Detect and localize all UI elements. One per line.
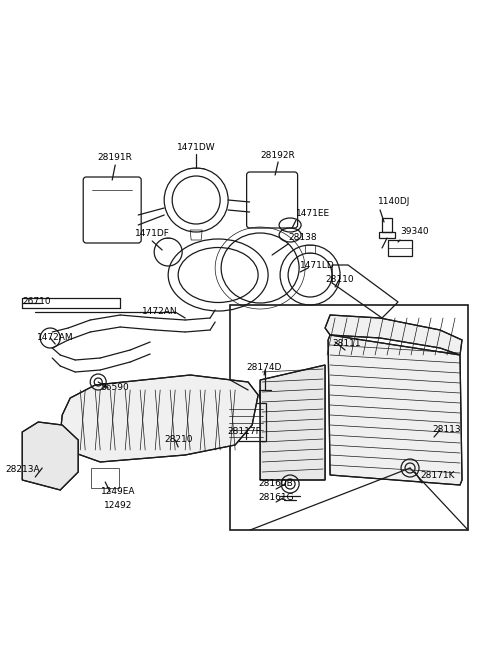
Text: 28161G: 28161G (258, 493, 294, 501)
Text: 39340: 39340 (400, 228, 429, 237)
Text: 28192R: 28192R (261, 150, 296, 159)
Text: 1471DW: 1471DW (177, 142, 216, 152)
Text: 1471EE: 1471EE (296, 209, 330, 218)
Text: 28111: 28111 (332, 338, 360, 348)
Polygon shape (328, 335, 462, 485)
Text: 1249EA: 1249EA (101, 487, 135, 497)
Bar (226, 403, 266, 441)
Bar (230, 305, 468, 530)
Polygon shape (22, 422, 78, 490)
Text: 86590: 86590 (100, 384, 129, 392)
Text: 28110: 28110 (326, 276, 354, 285)
Polygon shape (60, 375, 258, 462)
Text: 28160B: 28160B (259, 480, 293, 489)
Text: 28138: 28138 (288, 232, 317, 241)
Text: 1140DJ: 1140DJ (378, 197, 410, 207)
Text: 1472AN: 1472AN (143, 308, 178, 316)
Text: 28191R: 28191R (98, 154, 132, 163)
Polygon shape (260, 365, 325, 480)
Text: 1472AM: 1472AM (37, 333, 73, 342)
Text: 28113: 28113 (432, 426, 461, 434)
Text: 1471DF: 1471DF (135, 230, 169, 239)
Polygon shape (325, 315, 462, 355)
Text: 28117F: 28117F (227, 428, 261, 436)
Text: 28171K: 28171K (420, 472, 455, 480)
Text: 12492: 12492 (104, 501, 132, 510)
Text: 26710: 26710 (22, 298, 51, 306)
Text: 28210: 28210 (164, 436, 192, 445)
Text: 28213A: 28213A (5, 466, 39, 474)
Text: 1471LD: 1471LD (300, 260, 335, 270)
Text: 28174D: 28174D (246, 363, 282, 373)
